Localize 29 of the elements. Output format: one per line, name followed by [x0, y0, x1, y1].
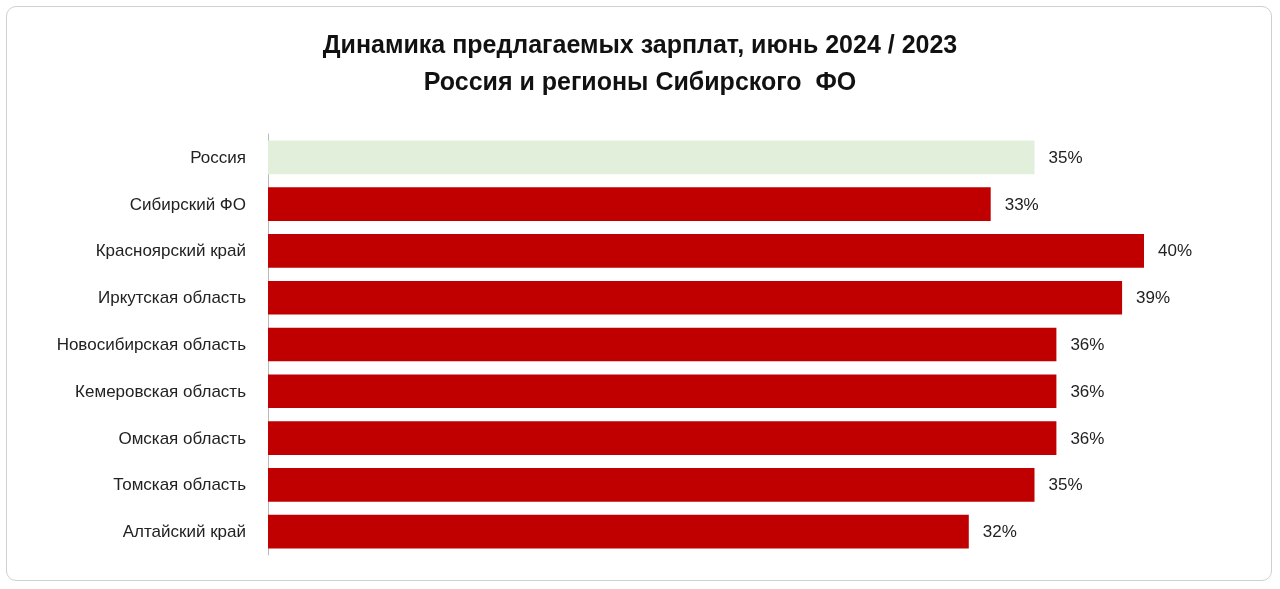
bar — [268, 280, 1123, 315]
bar — [268, 140, 1035, 175]
y-tick-label: Томская область — [113, 475, 247, 495]
bar — [268, 374, 1057, 409]
bar — [268, 514, 969, 549]
data-label: 36% — [1070, 428, 1105, 448]
bar — [268, 467, 1035, 502]
chart-subtitle: Россия и регионы Сибирского ФО — [423, 66, 857, 95]
bar — [268, 421, 1057, 455]
y-tick-label: Кемеровская область — [75, 381, 247, 401]
data-label: 40% — [1158, 241, 1193, 261]
y-tick-label: Сибирский ФО — [129, 194, 246, 214]
y-tick-label: Новосибирская область — [56, 335, 247, 354]
y-tick-label: Иркутская область — [97, 288, 247, 308]
data-label: 35% — [1048, 147, 1083, 167]
bar — [268, 327, 1057, 362]
data-label: 36% — [1070, 381, 1105, 401]
data-label: 32% — [982, 522, 1017, 542]
bar — [268, 234, 1144, 268]
data-label: 39% — [1136, 288, 1171, 308]
data-label: 33% — [1004, 194, 1039, 214]
y-tick-label: Омская область — [118, 428, 247, 448]
y-tick-label: Красноярский край — [95, 241, 246, 261]
data-label: 35% — [1048, 475, 1083, 495]
y-tick-label: Алтайский край — [122, 522, 246, 542]
data-label: 36% — [1070, 335, 1105, 354]
y-tick-label: Россия — [190, 147, 246, 167]
chart-title: Динамика предлагаемых зарплат, июнь 2024 / 2023 — [322, 29, 958, 58]
bar — [268, 187, 991, 222]
